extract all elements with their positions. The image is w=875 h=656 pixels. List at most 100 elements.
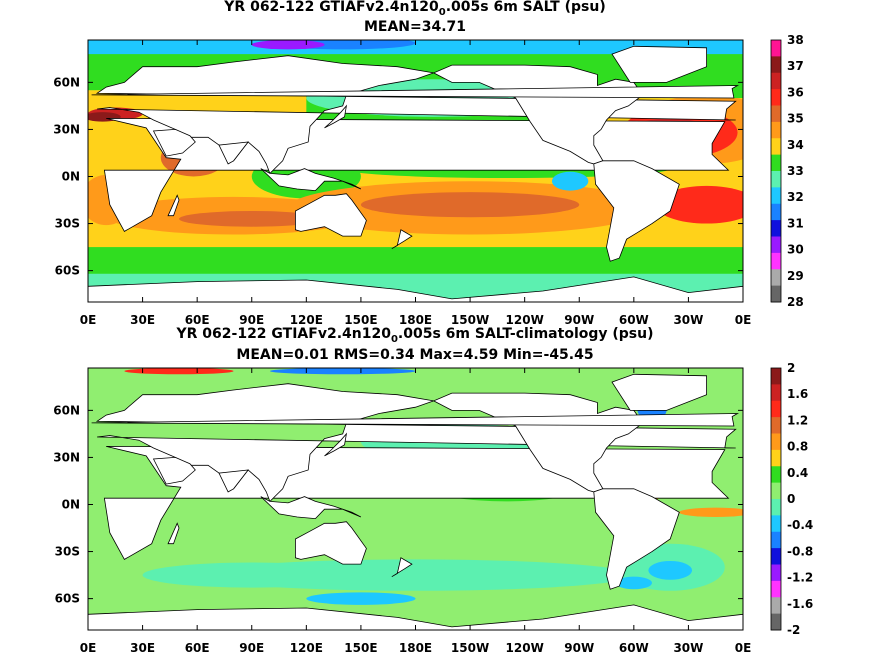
colorbar-swatch <box>771 400 781 418</box>
colorbar-swatch <box>771 482 781 500</box>
y-tick-label: 0N <box>62 169 80 183</box>
land-antarctica <box>88 285 89 302</box>
colorbar-label: 36 <box>787 85 804 99</box>
colorbar-swatch <box>771 564 781 582</box>
x-tick-label: 90W <box>564 313 594 327</box>
land-greenland <box>0 46 52 82</box>
land-south-america <box>593 488 680 590</box>
y-tick-label: 0N <box>62 497 80 511</box>
panel-bottom: 0E 30E 60E 90E 120E 150E 180E 150W 120W 90W 60W 30W… <box>0 361 813 655</box>
land-south-america <box>593 160 680 262</box>
x-tick-label: 0E <box>735 641 752 655</box>
x-tick-label: 150E <box>344 641 377 655</box>
salinity-patch <box>655 185 743 224</box>
x-tick-label: 120E <box>290 313 323 327</box>
colorbar-swatch <box>771 449 781 467</box>
x-tick-label: 150W <box>451 641 489 655</box>
x-tick-label: 90E <box>239 313 264 327</box>
ocean-field <box>0 368 743 630</box>
land-eurasia <box>0 384 81 502</box>
colorbar-swatch <box>771 597 781 615</box>
salinity-patch <box>679 507 743 518</box>
colorbar-swatch <box>771 72 781 90</box>
land-uk <box>91 85 740 99</box>
bottom-subtitle: MEAN=0.01 RMS=0.34 Max=4.59 Min=-45.45 <box>236 347 594 363</box>
salinity-patch <box>306 592 416 605</box>
y-tick-label: 30S <box>55 545 80 559</box>
land-south-america <box>0 489 24 589</box>
colorbar-label: 38 <box>787 33 804 47</box>
land-antarctica <box>88 276 743 302</box>
x-tick-label: 90W <box>564 641 594 655</box>
land-new-zealand <box>391 557 413 578</box>
colorbar-swatch <box>771 417 781 434</box>
colorbar-label: 0 <box>787 492 795 506</box>
colorbar-label: 29 <box>787 269 804 283</box>
colorbar-label: 32 <box>787 190 804 204</box>
colorbar-swatch <box>771 269 781 287</box>
x-tick-label: 0E <box>80 641 97 655</box>
colorbar-label: 1.6 <box>787 387 808 401</box>
x-tick-label: 120E <box>290 641 323 655</box>
colorbar-swatch <box>771 580 781 598</box>
colorbar-label: 31 <box>787 216 804 230</box>
land-greenland <box>611 373 707 411</box>
land-antarctica <box>88 604 743 630</box>
land-australia <box>295 521 367 565</box>
x-tick-label: 30W <box>673 641 703 655</box>
land-greenland <box>611 45 707 83</box>
colorbar-label: -2 <box>787 623 800 637</box>
colorbar-label: 1.2 <box>787 413 808 427</box>
colorbar-swatch <box>771 548 781 565</box>
colorbar-swatch <box>771 138 781 156</box>
colorbar-label: 0.4 <box>787 466 808 480</box>
land-antarctica <box>88 613 89 630</box>
colorbar-swatch <box>771 531 781 549</box>
land-madagascar <box>167 522 180 545</box>
x-tick-label: 0E <box>735 313 752 327</box>
y-tick-label: 30N <box>53 450 80 464</box>
y-tick-label: 30S <box>55 217 80 231</box>
colorbar-swatch <box>771 171 781 188</box>
colorbar-swatch <box>771 252 781 270</box>
salinity-patch <box>269 368 416 375</box>
colorbar-swatch <box>771 105 781 123</box>
top-subtitle: MEAN=34.71 <box>363 19 467 35</box>
land-japan <box>324 104 348 129</box>
colorbar-swatch <box>771 499 781 516</box>
land-india-blank <box>218 141 249 165</box>
salinity-patch <box>360 192 580 218</box>
land-madagascar <box>167 194 180 217</box>
y-tick-label: 60S <box>55 592 80 606</box>
colorbar-label: 30 <box>787 243 804 257</box>
top-title: YR 062-122 GTIAFv2.4n1200.005s 6m SALT (… <box>224 0 606 18</box>
x-tick-label: 120W <box>506 313 544 327</box>
salinity-patch <box>142 562 361 588</box>
colorbar-swatch <box>771 187 781 205</box>
colorbar-swatch <box>771 466 781 484</box>
salinity-patch <box>178 211 325 227</box>
land-arabia <box>152 456 196 485</box>
colorbar-label: 28 <box>787 295 804 309</box>
colorbar-swatch <box>771 154 781 172</box>
land-australia <box>295 193 367 237</box>
colorbar-label: 37 <box>787 59 804 73</box>
land-eurasia <box>0 56 81 174</box>
colorbar-swatch <box>771 433 781 451</box>
colorbar-swatch <box>771 220 781 237</box>
x-tick-label: 30E <box>130 641 155 655</box>
y-tick-label: 60N <box>53 403 80 417</box>
land-japan <box>324 432 348 457</box>
salinity-patch <box>648 560 693 580</box>
land-indonesia <box>260 496 362 520</box>
colorbar-label: 0.8 <box>787 440 808 454</box>
colorbar-label: -1.2 <box>787 571 813 585</box>
colorbar-swatch <box>771 515 781 533</box>
colorbar-swatch <box>771 285 781 303</box>
land-new-zealand <box>391 229 413 250</box>
land-uk <box>91 413 740 427</box>
salinity-patch <box>615 576 653 590</box>
colorbar-label: -1.6 <box>787 597 813 611</box>
y-tick-label: 60S <box>55 264 80 278</box>
colorbar-swatch <box>771 40 781 57</box>
